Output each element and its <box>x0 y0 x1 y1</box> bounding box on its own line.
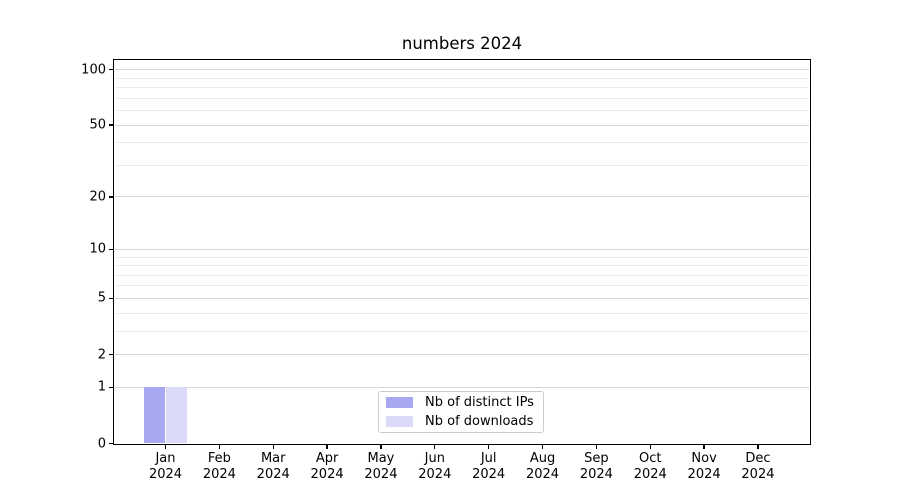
y-tick-mark-100 <box>109 69 113 71</box>
y-tick-label-10: 10 <box>89 241 106 257</box>
y-tick-label-100: 100 <box>81 62 106 78</box>
legend-swatch-distinct-ips <box>386 397 413 408</box>
x-tick-label-aug: Aug 2024 <box>525 451 560 482</box>
gridline-major-y5 <box>115 297 809 299</box>
bar-distinct-ips-jan <box>143 387 166 444</box>
x-tick-mark-apr <box>326 444 328 449</box>
x-tick-label-apr: Apr 2024 <box>310 451 344 482</box>
y-tick-mark-10 <box>109 248 113 250</box>
x-tick-mark-oct <box>649 444 651 449</box>
gridline-major-y100 <box>115 69 809 71</box>
gridline-minor-y90 <box>115 77 809 79</box>
gridline-minor-y6 <box>115 285 809 287</box>
chart-title: numbers 2024 <box>401 34 523 53</box>
legend-item-downloads: Nb of downloads <box>386 414 543 429</box>
gridline-minor-y3 <box>115 330 809 332</box>
y-tick-label-2: 2 <box>97 347 106 363</box>
gridline-major-y50 <box>115 124 809 126</box>
x-tick-mark-sep <box>595 444 598 449</box>
gridline-minor-y30 <box>115 164 809 166</box>
x-tick-label-jun: Jun 2024 <box>418 451 452 482</box>
x-tick-mark-may <box>380 444 382 449</box>
gridline-major-y2 <box>115 354 809 356</box>
x-tick-label-may: May 2024 <box>364 451 398 482</box>
x-tick-mark-jul <box>488 444 490 449</box>
gridline-minor-y80 <box>115 87 809 89</box>
gridline-major-y20 <box>115 196 809 198</box>
x-tick-label-dec: Dec 2024 <box>741 451 775 482</box>
plot-area <box>113 59 811 445</box>
x-tick-label-nov: Nov 2024 <box>687 451 721 482</box>
x-tick-label-mar: Mar 2024 <box>256 451 290 482</box>
x-tick-label-jul: Jul 2024 <box>472 451 506 482</box>
x-tick-mark-dec <box>757 444 759 449</box>
x-tick-mark-nov <box>703 444 705 449</box>
x-tick-mark-feb <box>218 444 220 449</box>
gridline-major-y1 <box>115 386 809 388</box>
y-tick-label-0: 0 <box>97 436 106 451</box>
y-tick-label-1: 1 <box>97 379 106 395</box>
legend-label-distinct-ips: Nb of distinct IPs <box>425 395 534 410</box>
x-tick-mark-jan <box>164 444 167 449</box>
gridline-minor-y4 <box>115 312 809 314</box>
x-tick-label-jan: Jan 2024 <box>148 451 183 482</box>
gridline-minor-y40 <box>115 142 809 144</box>
x-tick-mark-mar <box>272 444 274 449</box>
legend-swatch-downloads <box>386 416 413 427</box>
y-tick-mark-50 <box>109 124 113 126</box>
y-tick-label-5: 5 <box>97 290 106 306</box>
legend: Nb of distinct IPs Nb of downloads <box>378 391 544 433</box>
gridline-major-y10 <box>115 248 809 250</box>
gridline-minor-y60 <box>115 110 809 112</box>
gridline-minor-y7 <box>115 274 809 276</box>
x-tick-label-feb: Feb 2024 <box>202 451 236 482</box>
x-tick-label-sep: Sep 2024 <box>579 451 613 482</box>
y-tick-mark-5 <box>109 297 113 300</box>
y-tick-mark-0 <box>109 442 113 445</box>
x-tick-label-oct: Oct 2024 <box>633 451 667 482</box>
gridline-minor-y70 <box>115 97 809 99</box>
legend-label-downloads: Nb of downloads <box>425 414 534 429</box>
y-tick-mark-2 <box>109 353 113 356</box>
y-tick-label-20: 20 <box>89 189 106 205</box>
x-tick-mark-jun <box>434 444 436 449</box>
gridline-minor-y8 <box>115 265 809 267</box>
y-tick-label-50: 50 <box>89 117 106 133</box>
x-tick-mark-aug <box>541 444 544 449</box>
y-tick-mark-1 <box>109 386 113 389</box>
legend-item-distinct-ips: Nb of distinct IPs <box>386 395 543 410</box>
gridline-minor-y9 <box>115 256 809 258</box>
bar-downloads-jan <box>165 387 188 444</box>
y-tick-mark-20 <box>109 196 113 198</box>
